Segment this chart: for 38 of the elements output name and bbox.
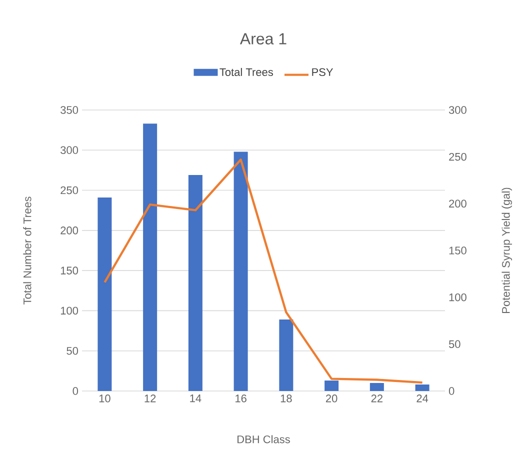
y2-tick-label: 300 bbox=[448, 106, 466, 114]
bar bbox=[370, 382, 384, 391]
y2-tick-label: 150 bbox=[449, 246, 466, 254]
bar bbox=[279, 320, 294, 391]
x-tick-label: 14 bbox=[190, 394, 202, 402]
y-tick-label: 350 bbox=[60, 106, 78, 114]
legend-label: PSY bbox=[312, 68, 334, 76]
x-tick-label: 12 bbox=[144, 394, 156, 402]
y2-tick-label: 0 bbox=[448, 387, 454, 395]
x-axis-title: DBH Class bbox=[238, 435, 290, 444]
y2-axis-title: Potential Syrup Yield (gal) bbox=[502, 188, 512, 313]
y-tick-label: 50 bbox=[66, 346, 78, 355]
bar bbox=[188, 175, 202, 391]
y2-tick-label: 100 bbox=[449, 293, 466, 302]
chart-title: Area 1 bbox=[240, 33, 286, 44]
y-tick-label: 300 bbox=[60, 146, 78, 154]
y2-tick-label: 50 bbox=[448, 340, 460, 348]
line-series bbox=[104, 158, 424, 384]
bar bbox=[324, 380, 339, 391]
x-tick-label: 22 bbox=[371, 394, 382, 402]
y-tick-label: 150 bbox=[60, 266, 78, 274]
x-tick-label: 24 bbox=[416, 394, 428, 402]
bar bbox=[234, 152, 248, 391]
bar bbox=[98, 198, 112, 391]
x-tick-label: 16 bbox=[236, 394, 246, 402]
y-tick-label: 200 bbox=[60, 226, 78, 234]
y2-tick-label: 250 bbox=[449, 152, 466, 161]
legend-label: Total Trees bbox=[220, 68, 273, 76]
y-tick-label: 100 bbox=[60, 306, 78, 315]
x-tick-label: 20 bbox=[326, 394, 338, 402]
x-tick-label: 10 bbox=[99, 394, 110, 402]
y2-tick-label: 200 bbox=[449, 200, 466, 208]
y-tick-label: 0 bbox=[72, 387, 78, 395]
y-axis-title: Total Number of Trees bbox=[23, 196, 32, 304]
bar bbox=[415, 384, 430, 391]
bar bbox=[143, 124, 158, 391]
x-tick-label: 18 bbox=[280, 394, 292, 402]
y-tick-label: 250 bbox=[60, 186, 78, 194]
